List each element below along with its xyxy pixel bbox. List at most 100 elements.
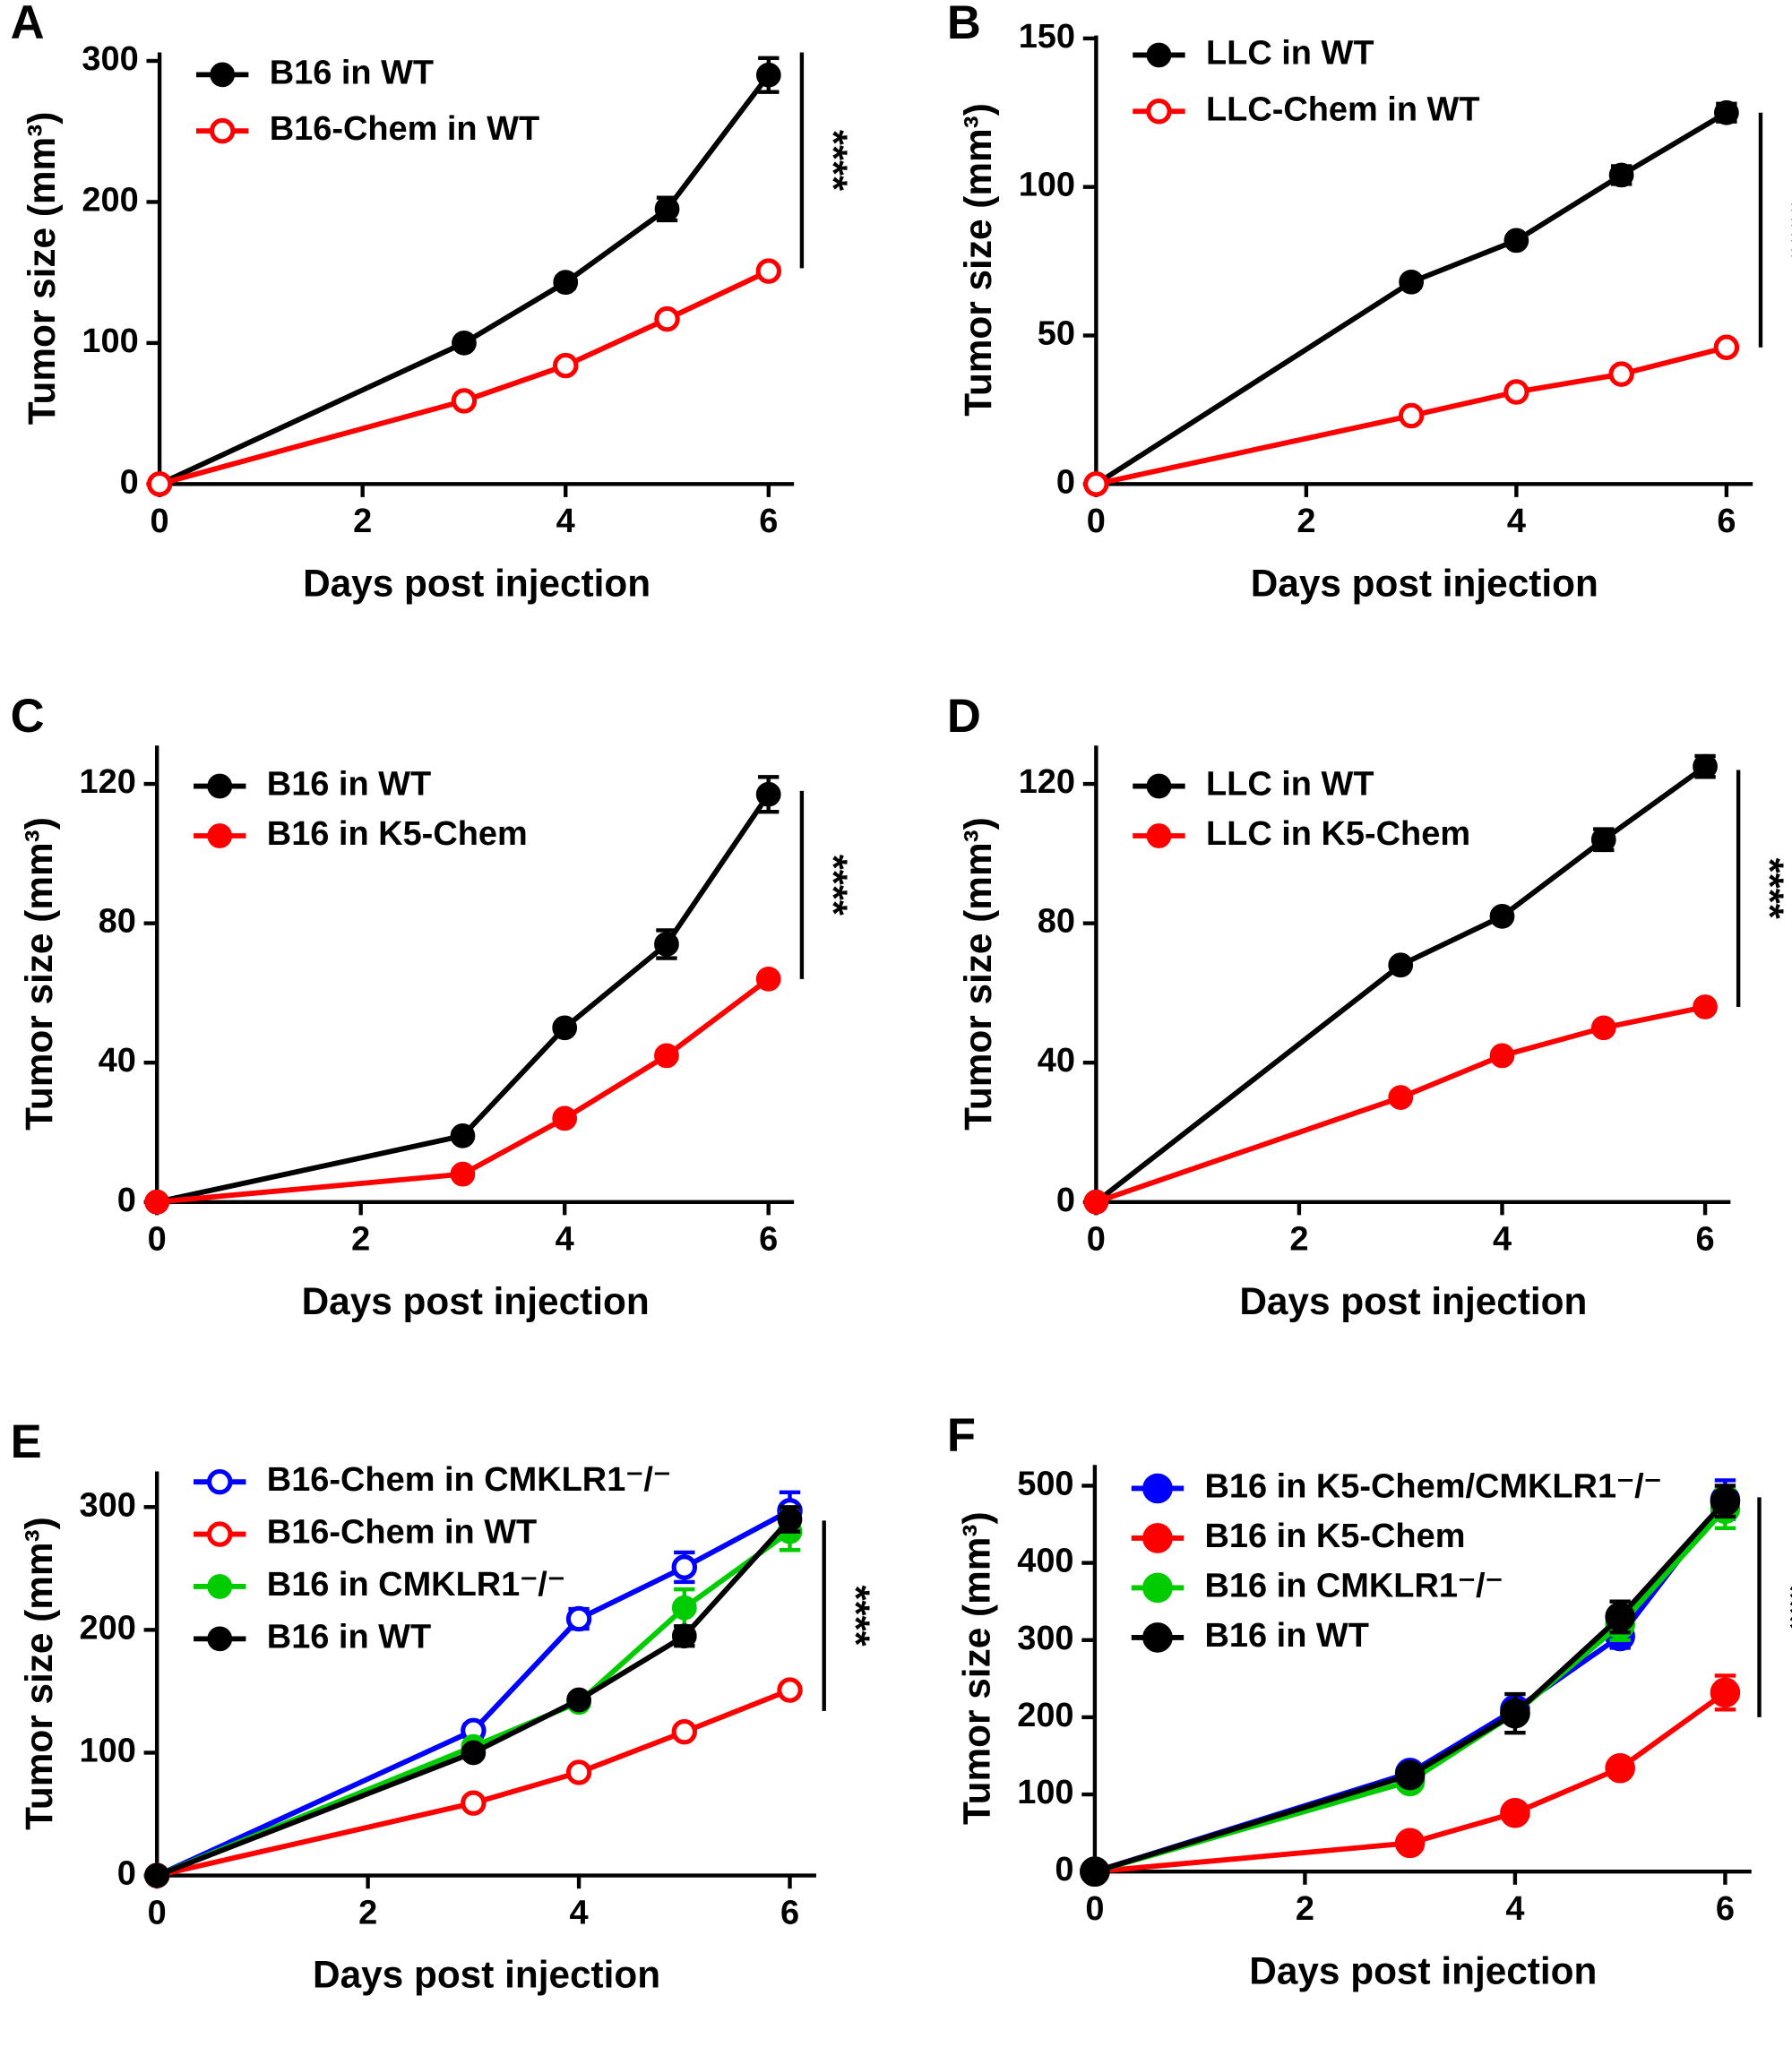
data-point — [654, 932, 679, 957]
data-point — [553, 352, 579, 379]
x-tick-label: 4 — [556, 1221, 574, 1259]
y-axis-label: Tumor size (mm³) — [957, 103, 999, 417]
legend-label: B16 in WT — [1205, 1617, 1369, 1655]
x-tick-label: 6 — [780, 1894, 799, 1931]
legend-label: LLC in WT — [1206, 35, 1374, 73]
data-point — [1590, 1015, 1616, 1041]
data-point — [1713, 334, 1740, 361]
data-point — [1605, 1602, 1635, 1632]
significance-label: *** — [1769, 1585, 1792, 1630]
data-point — [1388, 952, 1414, 978]
data-point — [671, 1718, 698, 1745]
legend-marker — [207, 823, 233, 848]
legend-label: B16 in K5-Chem/CMKLR1⁻/⁻ — [1205, 1468, 1662, 1506]
x-tick-label: 4 — [1505, 1890, 1524, 1928]
data-point — [777, 1677, 803, 1703]
legend-marker — [210, 62, 236, 88]
x-tick-label: 2 — [358, 1894, 377, 1931]
legend-marker — [1146, 99, 1172, 125]
x-tick-label: 2 — [353, 503, 372, 540]
x-tick-label: 2 — [351, 1221, 370, 1259]
panel-letter: B — [947, 0, 981, 49]
legend-label: LLC-Chem in WT — [1206, 90, 1480, 128]
series-line — [1094, 1498, 1727, 1875]
data-point — [1710, 1485, 1741, 1517]
y-axis-label: Tumor size (mm³) — [956, 1511, 998, 1825]
significance-label: **** — [1770, 200, 1792, 261]
data-point — [1394, 1759, 1426, 1791]
data-point — [1394, 1828, 1426, 1859]
data-point — [566, 1687, 591, 1713]
data-point — [461, 1740, 487, 1766]
data-point — [144, 1862, 170, 1888]
legend-label: B16-Chem in WT — [267, 1514, 537, 1552]
legend-marker — [207, 773, 233, 799]
data-point — [552, 1105, 578, 1131]
x-axis-label: Days post injection — [303, 562, 650, 604]
x-axis-label: Days post injection — [1239, 1280, 1587, 1322]
data-point — [461, 1790, 487, 1816]
series-line — [159, 268, 771, 487]
y-tick-label: 40 — [1038, 1042, 1075, 1079]
data-point — [144, 1189, 170, 1215]
panel-letter: C — [11, 690, 45, 743]
significance-label: **** — [833, 1586, 877, 1647]
legend-label: B16 in WT — [267, 1618, 431, 1656]
data-point — [1388, 1085, 1414, 1110]
x-tick-label: 0 — [1087, 503, 1106, 540]
legend-marker — [207, 1626, 233, 1652]
data-point — [452, 331, 477, 356]
y-tick-label: 400 — [1017, 1543, 1073, 1580]
series-line — [1094, 1507, 1727, 1875]
x-tick-label: 4 — [556, 503, 575, 540]
legend-label: B16-Chem in CMKLR1⁻/⁻ — [267, 1461, 671, 1499]
x-tick-label: 2 — [1297, 503, 1315, 540]
x-tick-label: 6 — [759, 503, 778, 540]
y-axis-label: Tumor size (mm³) — [957, 817, 999, 1131]
significance-label: **** — [1748, 858, 1792, 919]
data-point — [654, 196, 680, 222]
y-tick-label: 100 — [1019, 167, 1075, 204]
data-point — [1503, 228, 1529, 254]
legend-label: B16-Chem in WT — [270, 110, 539, 148]
y-tick-label: 0 — [117, 1182, 136, 1219]
y-tick-label: 200 — [80, 1609, 136, 1647]
legend-marker — [1142, 1473, 1173, 1504]
x-tick-label: 0 — [151, 503, 169, 540]
x-tick-label: 4 — [570, 1894, 589, 1931]
data-point — [1398, 402, 1425, 429]
data-point — [671, 1595, 697, 1621]
x-tick-label: 0 — [148, 1221, 167, 1259]
y-tick-label: 80 — [99, 903, 136, 941]
y-tick-label: 0 — [1055, 1851, 1073, 1888]
data-point — [552, 1015, 578, 1041]
legend-label: B16 in CMKLR1⁻/⁻ — [267, 1566, 565, 1604]
data-point — [755, 781, 781, 807]
legend-marker — [1146, 42, 1172, 68]
y-tick-label: 200 — [1017, 1697, 1073, 1734]
legend-label: B16 in WT — [267, 766, 431, 804]
data-point — [1500, 1797, 1530, 1828]
y-tick-label: 0 — [117, 1855, 136, 1893]
data-point — [1608, 361, 1634, 387]
data-point — [565, 1759, 592, 1785]
data-point — [755, 62, 781, 88]
data-point — [565, 1605, 592, 1632]
y-tick-label: 120 — [80, 763, 136, 801]
legend-label: B16 in CMKLR1⁻/⁻ — [1205, 1567, 1503, 1604]
y-tick-label: 300 — [1017, 1620, 1073, 1657]
x-axis-label: Days post injection — [1249, 1949, 1597, 1991]
data-point — [450, 1123, 476, 1148]
legend-marker — [1142, 1622, 1173, 1653]
panel-letter: E — [11, 1415, 42, 1468]
data-point — [755, 966, 781, 992]
data-point — [1693, 753, 1718, 779]
legend-marker — [207, 1521, 233, 1547]
x-tick-label: 2 — [1289, 1221, 1308, 1259]
data-point — [1080, 1856, 1110, 1888]
y-tick-label: 120 — [1019, 763, 1075, 801]
data-point — [654, 305, 680, 332]
data-point — [654, 1043, 679, 1069]
y-tick-label: 300 — [82, 40, 138, 78]
